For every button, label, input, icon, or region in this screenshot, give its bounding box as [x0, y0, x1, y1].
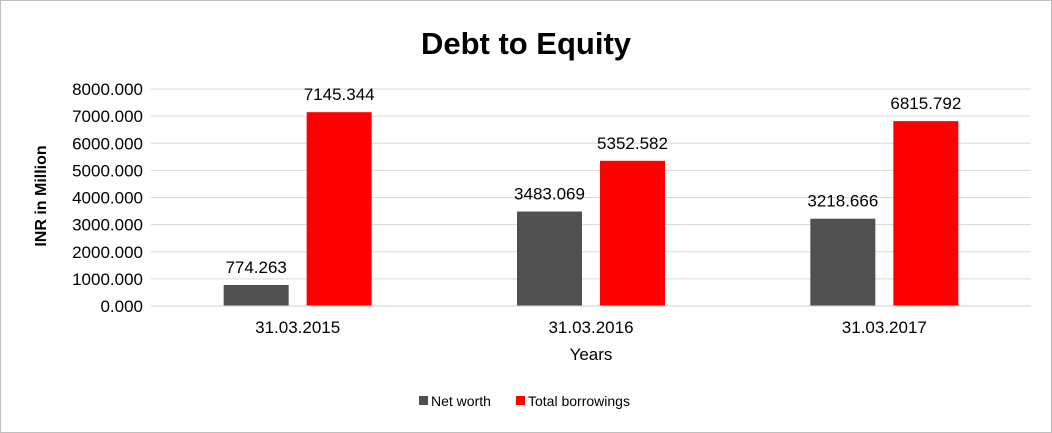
- bar-total-borrowings: [893, 121, 959, 306]
- bars: [223, 112, 959, 306]
- data-label: 6815.792: [890, 94, 961, 113]
- y-tick-label: 1000.000: [72, 270, 143, 289]
- data-label: 774.263: [225, 258, 286, 277]
- y-tick-label: 5000.000: [72, 161, 143, 180]
- x-tick-label: 31.03.2017: [842, 318, 927, 337]
- chart-title: Debt to Equity: [421, 26, 632, 61]
- y-tick-label: 2000.000: [72, 243, 143, 262]
- data-label: 3483.069: [514, 185, 585, 204]
- y-tick-label: 8000.000: [72, 80, 143, 99]
- x-axis-tick-labels: 31.03.2015 31.03.2016 31.03.2017: [255, 318, 927, 337]
- y-tick-label: 7000.000: [72, 107, 143, 126]
- legend-label: Net worth: [431, 393, 491, 409]
- bar-total-borrowings: [600, 160, 665, 306]
- x-tick-label: 31.03.2016: [548, 318, 633, 337]
- y-axis-tick-labels: 0.000 1000.000 2000.000 3000.000 4000.000 500…: [72, 80, 143, 316]
- y-axis-title: INR in Million: [33, 145, 50, 246]
- legend-label: Total borrowings: [528, 393, 630, 409]
- legend-swatch: [516, 396, 525, 405]
- bar-net-worth: [810, 218, 876, 306]
- x-tick-label: 31.03.2015: [255, 318, 340, 337]
- data-label: 7145.344: [304, 85, 375, 104]
- legend: Net worth Total borrowings: [419, 393, 630, 409]
- gridlines: [151, 88, 1031, 280]
- y-tick-label: 4000.000: [72, 189, 143, 208]
- y-tick-label: 3000.000: [72, 216, 143, 235]
- bar-total-borrowings: [306, 112, 372, 306]
- data-label: 3218.666: [807, 192, 878, 211]
- bar-net-worth: [223, 284, 289, 306]
- legend-swatch: [419, 396, 428, 405]
- x-axis-title: Years: [570, 345, 613, 364]
- bar-net-worth: [517, 211, 582, 306]
- data-label: 5352.582: [597, 134, 668, 153]
- data-labels: 774.263 7145.344 3483.069 5352.582 3218.666 6…: [225, 85, 961, 277]
- y-tick-label: 0.000: [100, 297, 143, 316]
- y-tick-label: 6000.000: [72, 134, 143, 153]
